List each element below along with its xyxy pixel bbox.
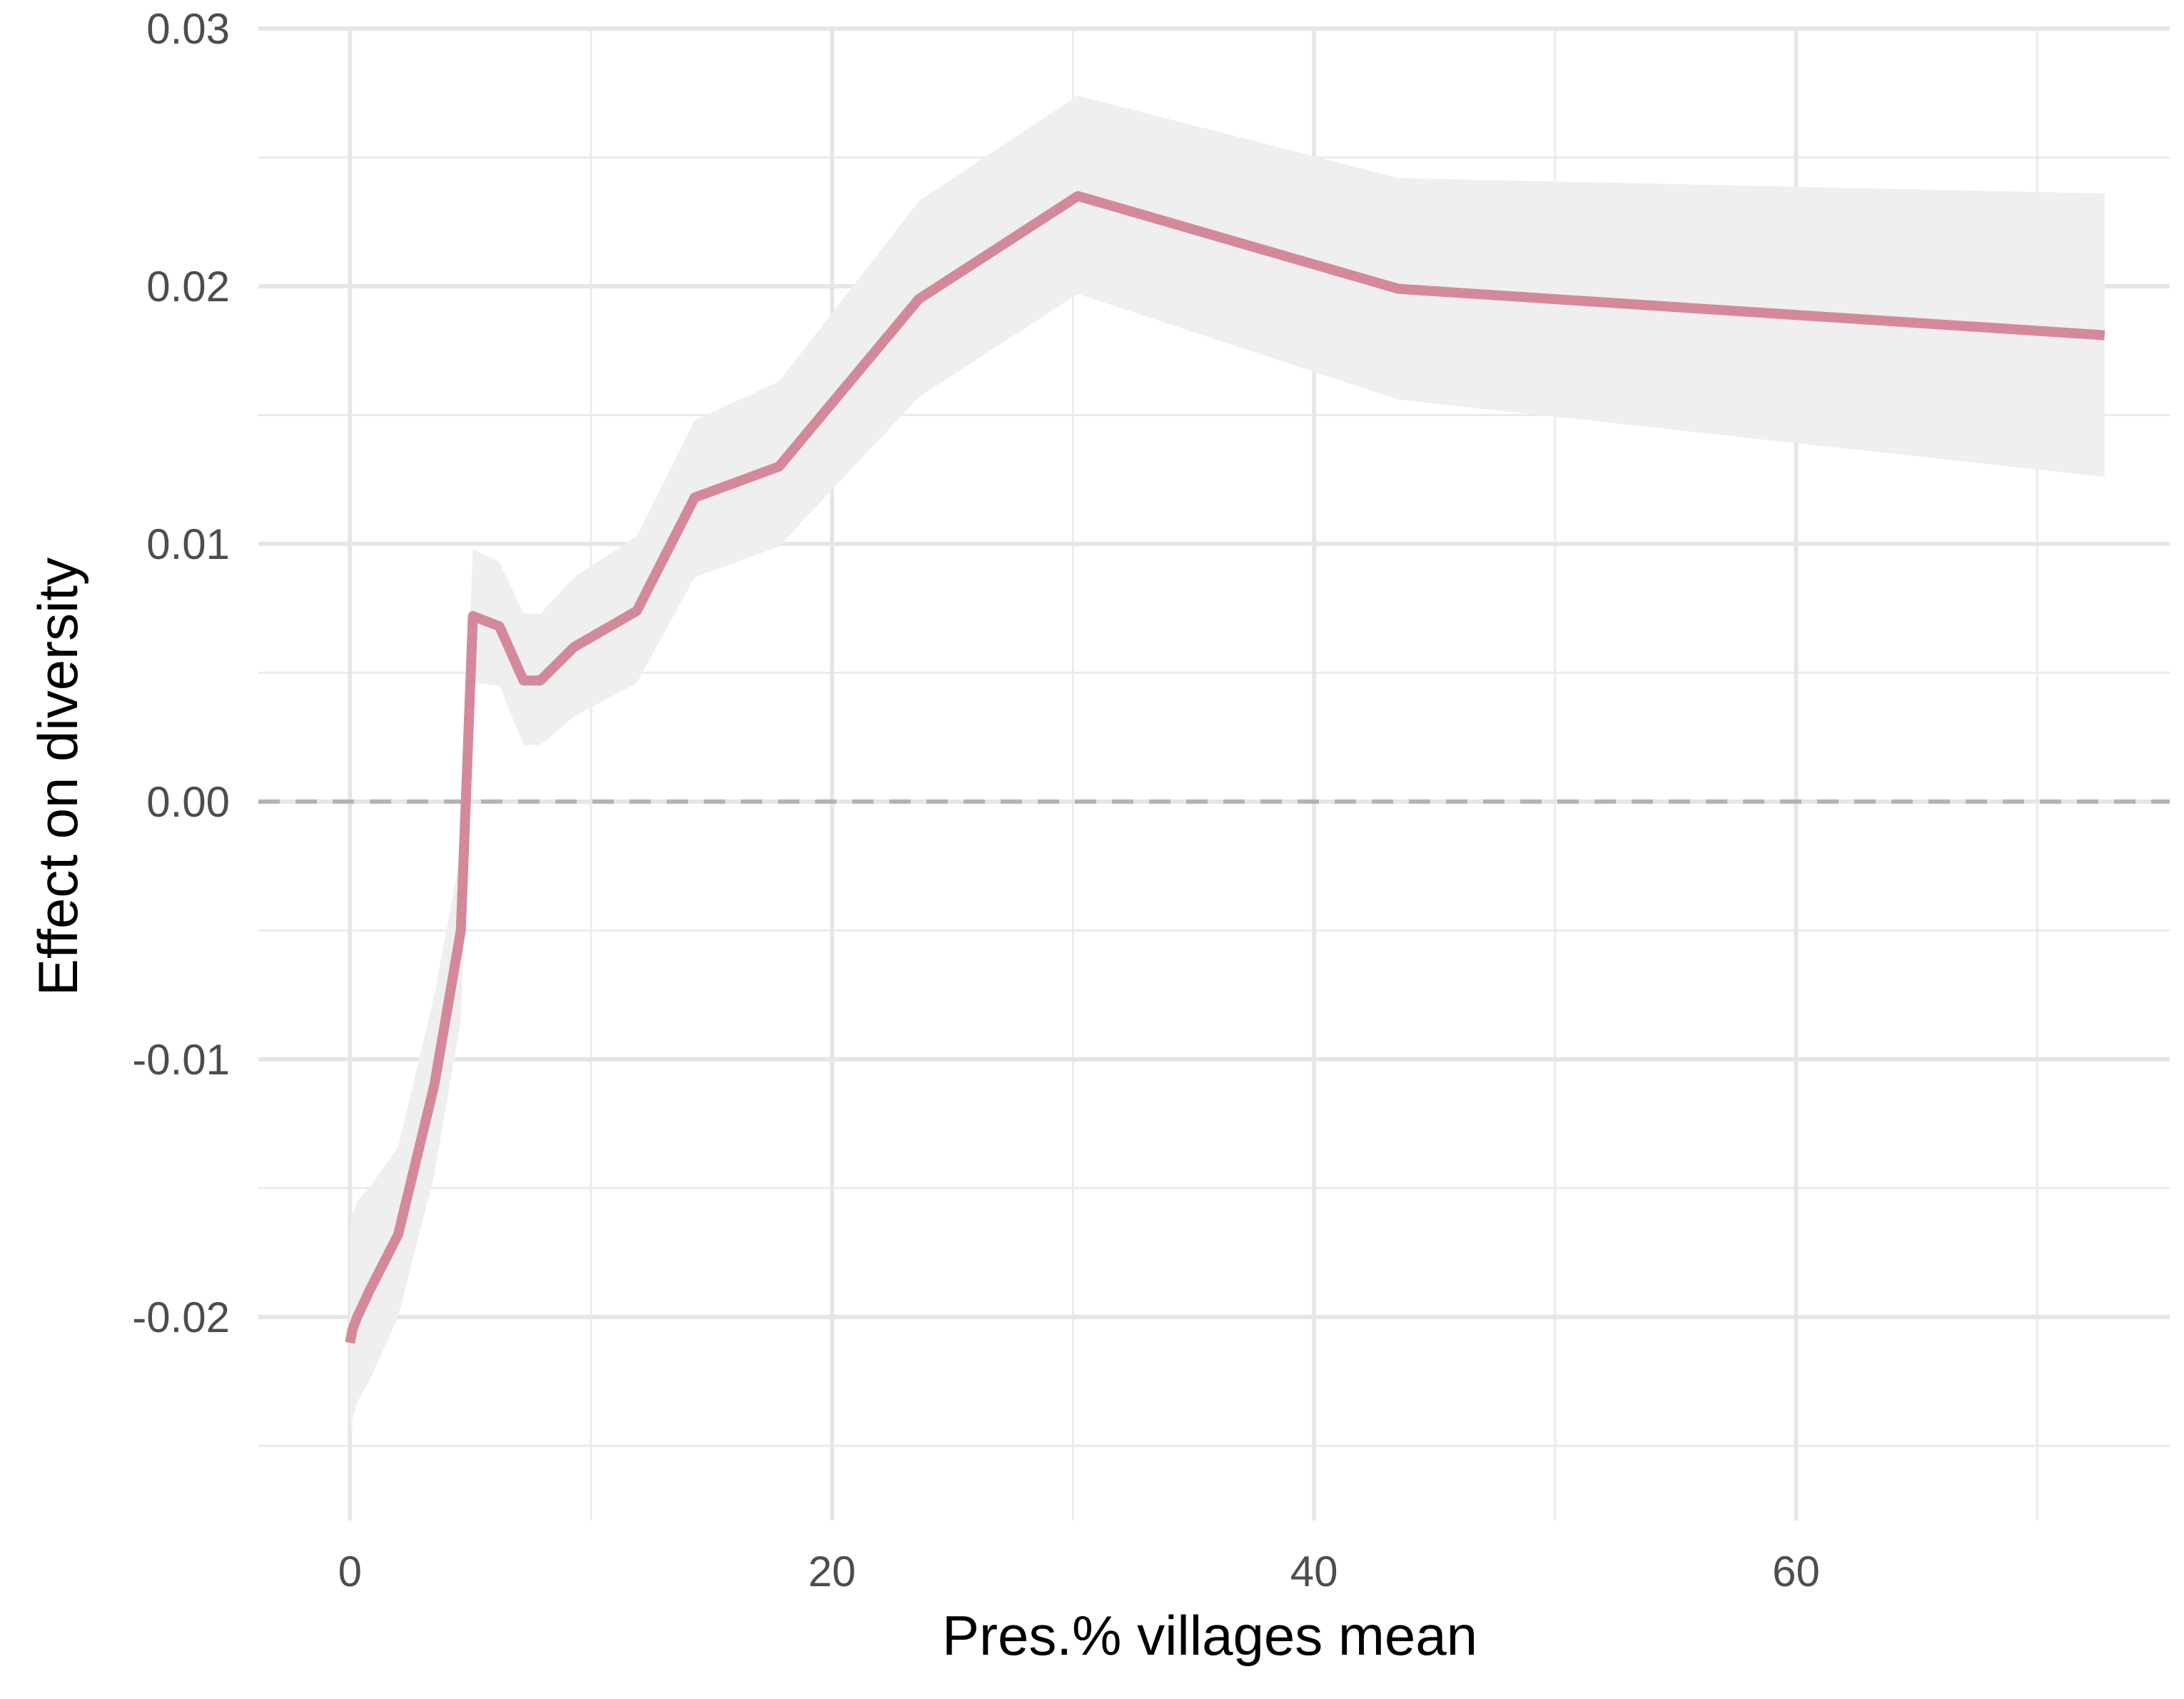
y-tick-label: 0.03 — [146, 5, 230, 53]
x-axis-title: Pres.% villages mean — [942, 1604, 1477, 1667]
y-tick-label: 0.02 — [146, 263, 230, 311]
y-tick-labels: -0.02 -0.01 0.00 0.01 0.02 0.03 — [132, 5, 230, 1341]
y-tick-label: -0.01 — [132, 1036, 230, 1084]
confidence-band — [350, 95, 2105, 1441]
y-tick-label: -0.02 — [132, 1294, 230, 1341]
y-tick-label: 0.01 — [146, 520, 230, 568]
x-tick-label: 20 — [808, 1548, 856, 1595]
confidence-band-layer — [350, 95, 2105, 1441]
x-tick-label: 40 — [1290, 1548, 1338, 1595]
y-tick-label: 0.00 — [146, 778, 230, 826]
y-axis-title: Effect on diversity — [26, 558, 89, 996]
x-tick-labels: 0 20 40 60 — [338, 1548, 1820, 1595]
x-tick-label: 0 — [338, 1548, 362, 1595]
series-line-layer — [345, 191, 2105, 1344]
x-tick-label: 60 — [1772, 1548, 1820, 1595]
effect-line — [345, 191, 2105, 1344]
